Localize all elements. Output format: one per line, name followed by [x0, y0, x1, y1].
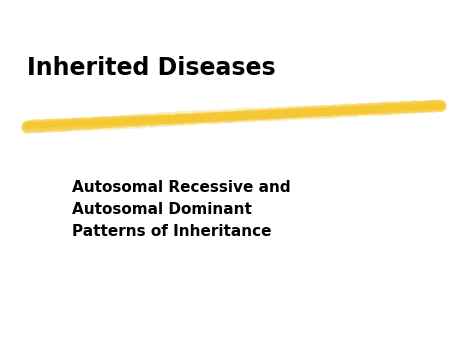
Text: Inherited Diseases: Inherited Diseases [27, 55, 275, 80]
Text: Autosomal Recessive and
Autosomal Dominant
Patterns of Inheritance: Autosomal Recessive and Autosomal Domina… [72, 180, 291, 239]
